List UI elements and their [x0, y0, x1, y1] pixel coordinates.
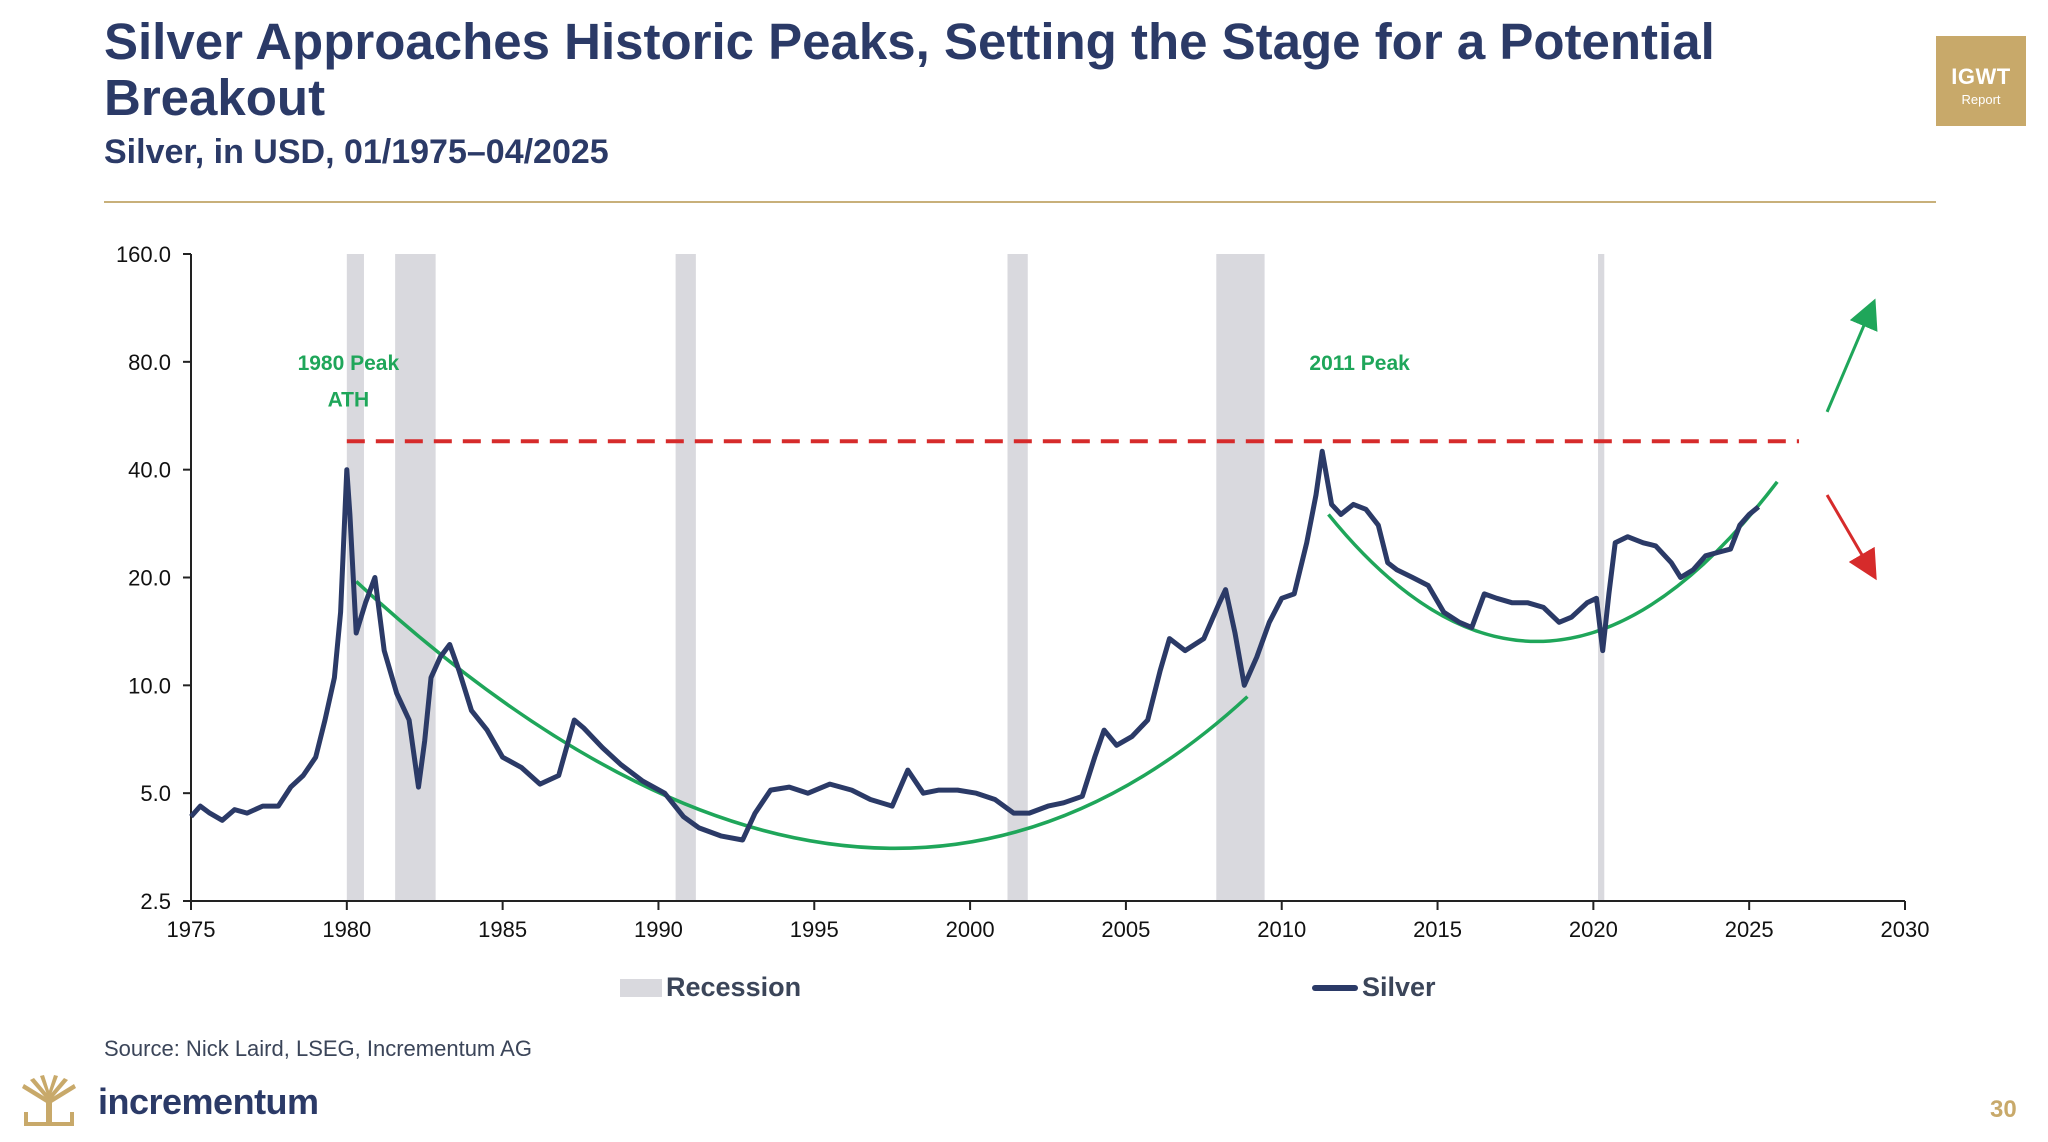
x-tick-label-6: 2005 — [1101, 917, 1150, 942]
badge-title: IGWT — [1951, 64, 2011, 89]
silver-swatch — [1312, 984, 1358, 991]
incrementum-logo: incrementum — [20, 1074, 319, 1130]
page-number: 30 — [1990, 1096, 2017, 1123]
silver-series-line — [189, 448, 1761, 843]
x-tick-label-7: 2010 — [1257, 917, 1306, 942]
x-tick-label-3: 1990 — [634, 917, 683, 942]
x-tick-label-9: 2020 — [1569, 917, 1618, 942]
legend-recession-label: Recession — [666, 972, 802, 1002]
header-divider — [104, 201, 1936, 203]
page-subtitle: Silver, in USD, 01/1975–04/2025 — [104, 133, 609, 171]
y-tick-label-1: 80.0 — [128, 350, 171, 375]
y-tick-label-0: 160.0 — [116, 242, 171, 267]
legend-recession: Recession — [620, 972, 801, 1003]
badge-subtitle: Report — [1961, 92, 2001, 107]
annotation-ath: ATH — [328, 389, 370, 412]
y-tick-label-2: 40.0 — [128, 458, 171, 483]
chart-axes: 160.0 80.0 40.0 20.0 10.0 5.0 2.5 1975 1980 1985 1… — [116, 242, 1930, 942]
recession-band-2 — [675, 254, 696, 901]
x-tick-label-2: 1985 — [478, 917, 527, 942]
source-note: Source: Nick Laird, LSEG, Incrementum AG — [104, 1036, 532, 1061]
red-down-arrow — [1825, 494, 1877, 581]
x-tick-label-1: 1980 — [322, 917, 371, 942]
x-tick-label-4: 1995 — [790, 917, 839, 942]
annotation-2011-peak: 2011 Peak — [1309, 352, 1410, 375]
x-tick-label-8: 2015 — [1413, 917, 1462, 942]
x-tick-label-0: 1975 — [167, 917, 216, 942]
recession-band-4 — [1216, 254, 1265, 901]
green-up-arrow — [1825, 298, 1878, 413]
igwt-report-badge: IGWT Report — [1936, 36, 2026, 126]
recession-swatch — [620, 978, 662, 997]
brand-name: incrementum — [98, 1081, 319, 1122]
x-tick-label-11: 2030 — [1881, 917, 1930, 942]
recession-bands — [346, 254, 1605, 901]
y-tick-label-5: 5.0 — [140, 781, 171, 806]
bowl-curves — [354, 480, 1779, 850]
annotation-1980-peak: 1980 Peak — [298, 352, 400, 375]
y-tick-label-4: 10.0 — [128, 673, 171, 698]
page-title: Silver Approaches Historic Peaks, Settin… — [104, 13, 1715, 126]
y-tick-label-3: 20.0 — [128, 566, 171, 591]
recession-band-5 — [1598, 254, 1605, 901]
x-tick-label-5: 2000 — [946, 917, 995, 942]
x-tick-label-10: 2025 — [1725, 917, 1774, 942]
legend-silver: Silver — [1312, 972, 1436, 1003]
y-tick-label-6: 2.5 — [140, 889, 171, 914]
legend-silver-label: Silver — [1362, 972, 1436, 1002]
cup-curve-1980-2011 — [354, 580, 1249, 850]
tree-logo-icon — [22, 1075, 76, 1126]
recession-band-3 — [1007, 254, 1028, 901]
recession-band-1 — [395, 254, 436, 901]
